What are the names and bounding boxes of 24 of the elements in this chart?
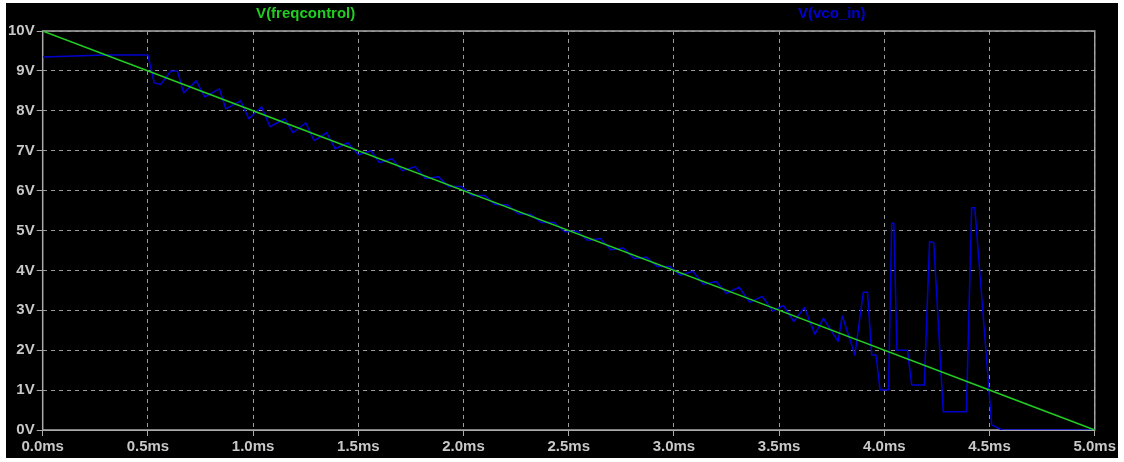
y-tick-label: 6V	[16, 180, 35, 198]
x-tick-label: 1.0ms	[231, 437, 275, 455]
y-tick-label: 7V	[16, 140, 35, 158]
x-tick-label: 2.5ms	[547, 437, 590, 455]
y-tick-label: 8V	[16, 100, 35, 118]
y-tick-label: 4V	[16, 260, 35, 278]
x-tick-label: 3.0ms	[652, 437, 696, 455]
y-tick-label: 3V	[16, 300, 35, 318]
y-tick-label: 5V	[16, 220, 35, 238]
text: V(freqcontrol)	[256, 4, 356, 22]
x-tick-label: 5.0ms	[1073, 437, 1117, 455]
y-tick-label: 9V	[16, 61, 35, 79]
x-tick-label: 4.0ms	[863, 437, 906, 455]
y-tick-label: 0V	[16, 420, 35, 438]
x-tick-label: 0.0ms	[21, 437, 64, 455]
x-tick-label: 4.5ms	[968, 437, 1011, 455]
y-tick-label: 10V	[7, 21, 35, 39]
x-tick-label: 1.5ms	[337, 437, 380, 455]
y-tick-label: 1V	[16, 380, 35, 398]
y-tick-label: 2V	[16, 340, 35, 358]
x-tick-label: 2.0ms	[442, 437, 485, 455]
x-tick-label: 0.5ms	[126, 437, 170, 455]
x-tick-label: 3.5ms	[757, 437, 801, 455]
text: V(vco_in)	[797, 4, 866, 22]
